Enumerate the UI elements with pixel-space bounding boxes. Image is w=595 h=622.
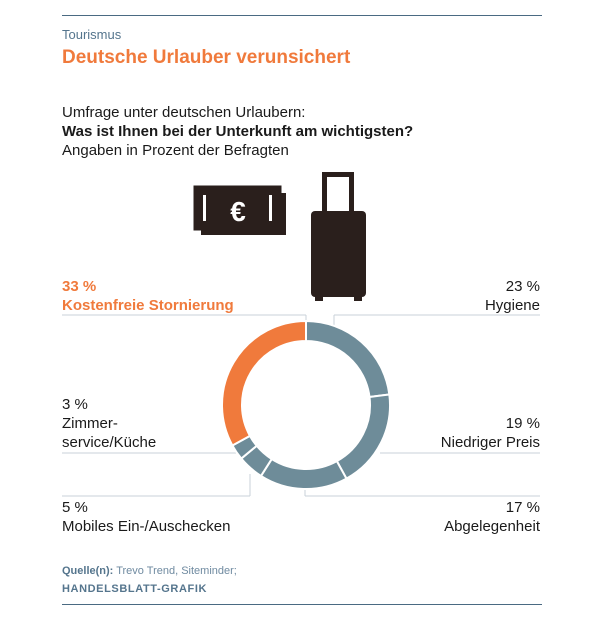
intro-unit-note: Angaben in Prozent der Befragten xyxy=(62,142,289,159)
slice-name: Hygiene xyxy=(484,297,540,314)
slice-value: 23 % xyxy=(505,278,540,295)
donut-slice-kostenfreie-stornierung xyxy=(221,319,307,447)
slice-name: Abgelegenheit xyxy=(444,518,540,535)
slice-label-abgelegenheit: 17 % Abgelegenheit xyxy=(444,498,540,536)
slice-label-preis: 19 % Niedriger Preis xyxy=(441,414,540,452)
slice-name: Niedriger Preis xyxy=(440,434,540,451)
source-text: Trevo Trend, Siteminder; xyxy=(113,565,237,577)
slice-name: service/Küche xyxy=(62,434,157,451)
donut-slice-abgelegenheit xyxy=(259,457,348,490)
top-rule xyxy=(62,15,542,16)
intro: Umfrage unter deutschen Urlaubern: Was i… xyxy=(62,103,413,160)
kicker: Tourismus xyxy=(62,27,122,42)
slice-name: Kostenfreie Stornierung xyxy=(62,297,234,314)
leader-lines xyxy=(62,314,540,497)
slice-label-mobiles-checkin: 5 % Mobiles Ein-/Auschecken xyxy=(62,498,230,536)
slice-value: 5 % xyxy=(62,499,88,516)
source-label: Quelle(n): xyxy=(62,565,114,577)
donut-chart xyxy=(221,319,391,490)
intro-line: Umfrage unter deutschen Urlaubern: xyxy=(62,104,306,121)
slice-value: 3 % xyxy=(62,396,88,413)
survey-question: Was ist Ihnen bei der Unterkunft am wich… xyxy=(62,123,414,140)
suitcase-icon xyxy=(311,172,366,301)
slice-label-hygiene: 23 % Hygiene xyxy=(485,277,540,315)
slice-value: 33 % xyxy=(62,278,97,295)
page-title: Deutsche Urlauber verunsichert xyxy=(62,47,351,68)
svg-text:€: € xyxy=(230,196,246,227)
slice-name: Zimmer- xyxy=(62,415,118,432)
donut-slice-hygiene xyxy=(305,319,391,399)
slice-label-stornierung: 33 % Kostenfreie Stornierung xyxy=(62,277,234,315)
donut-slice-niedriger-preis xyxy=(335,393,391,480)
brand-credit: HANDELSBLATT-GRAFIK xyxy=(62,583,208,595)
slice-label-zimmerservice: 3 % Zimmer- service/Küche xyxy=(62,395,156,452)
slice-name: Mobiles Ein-/Auschecken xyxy=(62,518,231,535)
source-note: Quelle(n): Trevo Trend, Siteminder; xyxy=(62,565,237,577)
euro-banknote-icon: € xyxy=(193,185,286,235)
slice-value: 19 % xyxy=(505,415,540,432)
bottom-rule xyxy=(62,604,542,605)
slice-value: 17 % xyxy=(505,499,540,516)
